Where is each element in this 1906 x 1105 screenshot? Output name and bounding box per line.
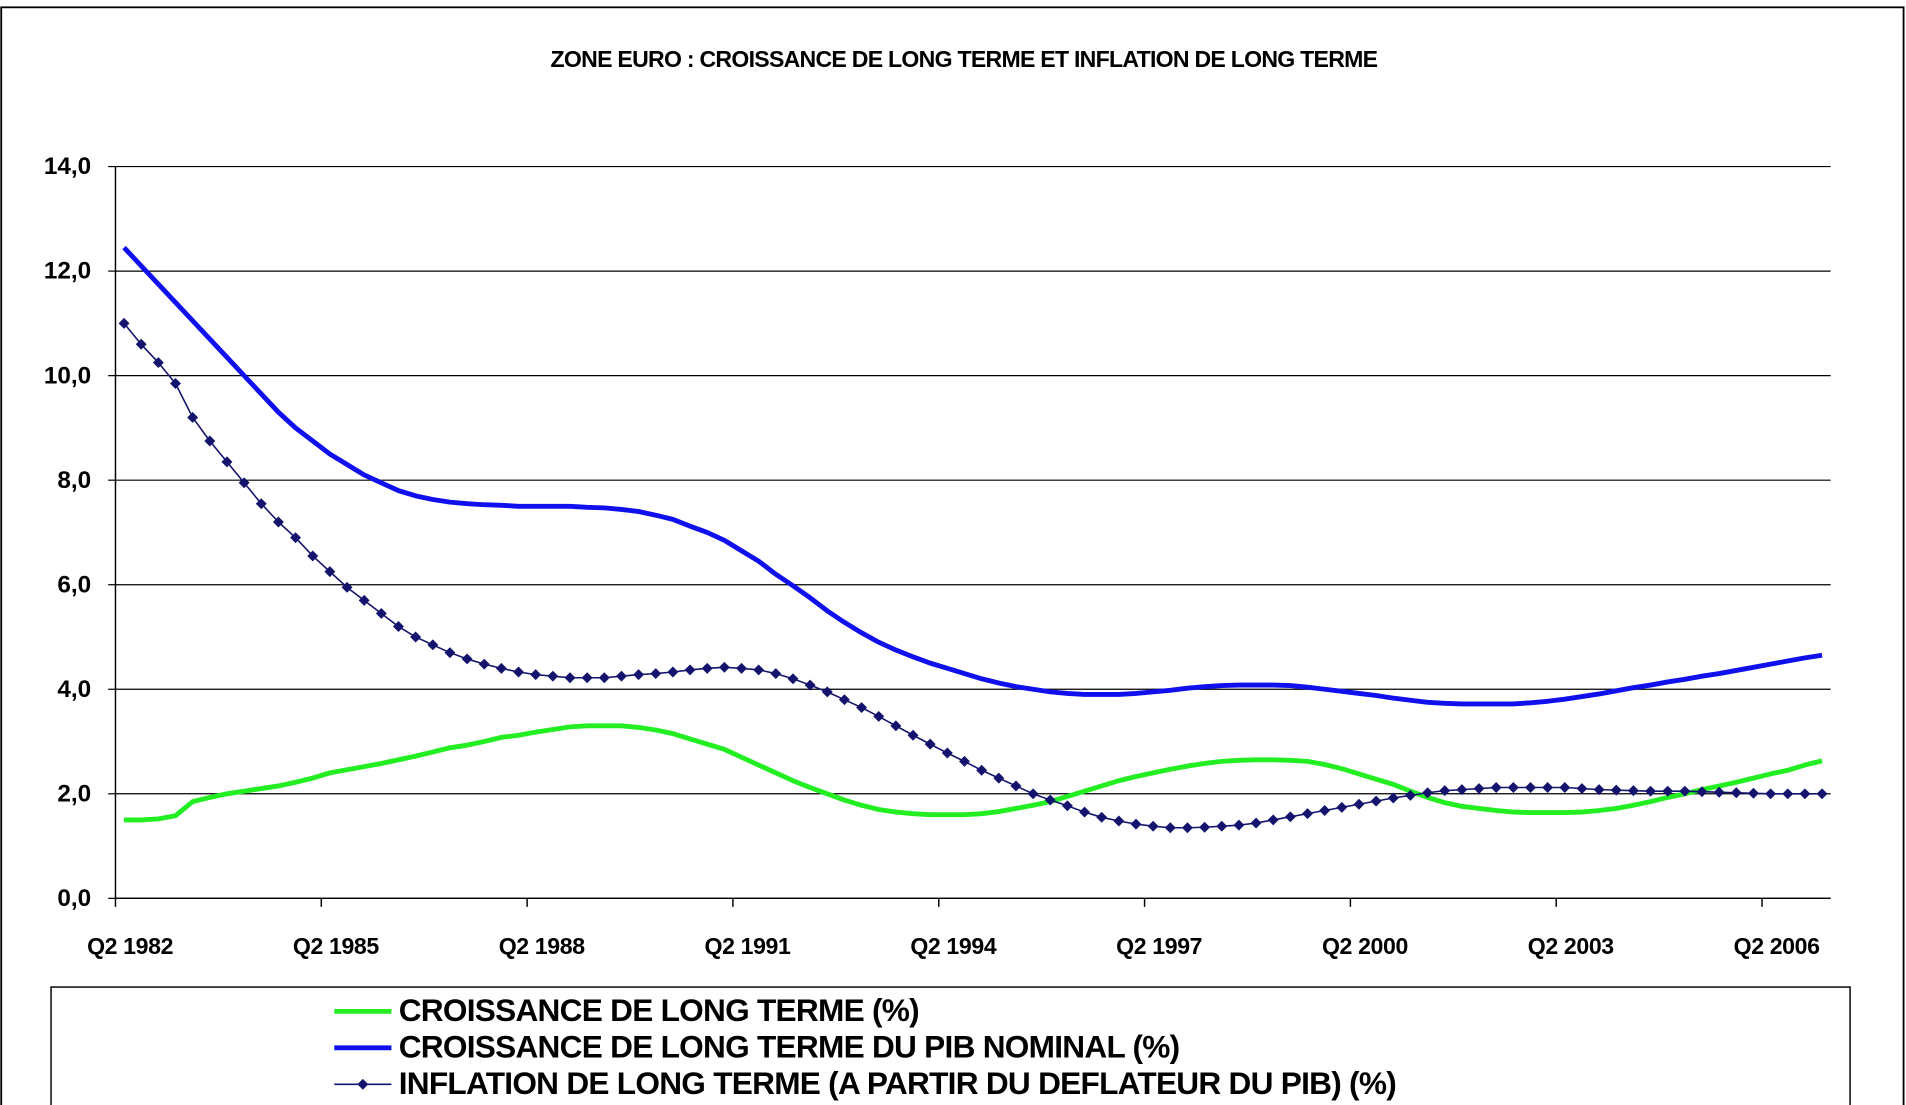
y-tick-label: 6,0 xyxy=(57,571,91,598)
series-line xyxy=(123,322,1823,829)
chart-border xyxy=(0,6,1905,1105)
data-marker xyxy=(564,672,576,684)
x-tick-label: Q2 2000 xyxy=(1322,933,1408,959)
legend-label: CROISSANCE DE LONG TERME (%) xyxy=(399,992,919,1028)
data-marker xyxy=(1439,785,1451,797)
data-marker xyxy=(1645,785,1657,797)
data-marker xyxy=(1061,800,1073,812)
data-marker xyxy=(1164,822,1176,834)
data-marker xyxy=(204,435,216,447)
data-marker xyxy=(307,550,319,562)
data-marker xyxy=(667,666,679,678)
data-marker xyxy=(856,702,868,714)
data-marker xyxy=(461,653,473,665)
series-line xyxy=(124,723,1823,823)
data-marker xyxy=(513,666,525,678)
data-marker xyxy=(1627,785,1639,797)
x-tick-label: Q2 1982 xyxy=(87,933,173,959)
data-marker xyxy=(941,747,953,759)
y-tick-label: 4,0 xyxy=(57,676,91,703)
data-marker xyxy=(255,498,267,510)
data-marker xyxy=(135,338,147,350)
data-marker xyxy=(1747,787,1759,799)
data-marker xyxy=(1679,785,1691,797)
data-marker xyxy=(427,639,439,651)
data-marker xyxy=(1267,814,1279,826)
data-marker xyxy=(290,532,302,544)
data-marker xyxy=(1713,786,1725,798)
data-marker xyxy=(187,411,199,423)
data-marker xyxy=(615,670,627,682)
data-marker xyxy=(821,686,833,698)
data-marker xyxy=(1730,787,1742,799)
x-tick-label: Q2 1991 xyxy=(705,933,792,959)
data-marker xyxy=(410,631,422,643)
y-tick-label: 0,0 xyxy=(57,885,91,912)
data-marker xyxy=(170,378,181,389)
series-line xyxy=(122,245,1823,707)
data-marker xyxy=(478,658,490,670)
data-marker xyxy=(873,710,885,722)
data-marker xyxy=(1473,783,1485,795)
data-marker xyxy=(341,581,353,593)
chart-title: ZONE EURO : CROISSANCE DE LONG TERME ET … xyxy=(551,46,1378,72)
x-tick-label: Q2 1994 xyxy=(910,933,997,959)
x-tick-label: Q2 1985 xyxy=(293,933,380,959)
data-marker xyxy=(221,456,233,468)
y-tick-label: 8,0 xyxy=(57,467,91,494)
data-marker xyxy=(358,594,370,606)
x-tick-label: Q2 2003 xyxy=(1528,933,1614,959)
data-marker xyxy=(272,516,284,528)
y-tick-label: 2,0 xyxy=(57,780,91,807)
y-tick-label: 14,0 xyxy=(44,153,91,180)
legend-label: CROISSANCE DE LONG TERME DU PIB NOMINAL … xyxy=(399,1028,1180,1064)
data-marker xyxy=(1662,785,1674,797)
data-marker xyxy=(581,672,593,684)
data-marker xyxy=(393,621,404,632)
y-tick-label: 10,0 xyxy=(44,362,91,389)
data-marker xyxy=(118,317,130,329)
legend-label: INFLATION DE LONG TERME (A PARTIR DU DEF… xyxy=(399,1065,1396,1101)
x-tick-label: Q2 2006 xyxy=(1734,933,1820,959)
data-marker xyxy=(959,755,970,767)
data-marker xyxy=(993,772,1005,784)
data-marker xyxy=(1130,818,1142,830)
x-tick-label: Q2 1997 xyxy=(1116,933,1202,959)
data-marker xyxy=(976,764,988,776)
data-marker xyxy=(1404,789,1416,801)
x-tick-label: Q2 1988 xyxy=(499,933,586,959)
y-tick-label: 12,0 xyxy=(44,258,91,285)
data-marker xyxy=(238,477,250,489)
